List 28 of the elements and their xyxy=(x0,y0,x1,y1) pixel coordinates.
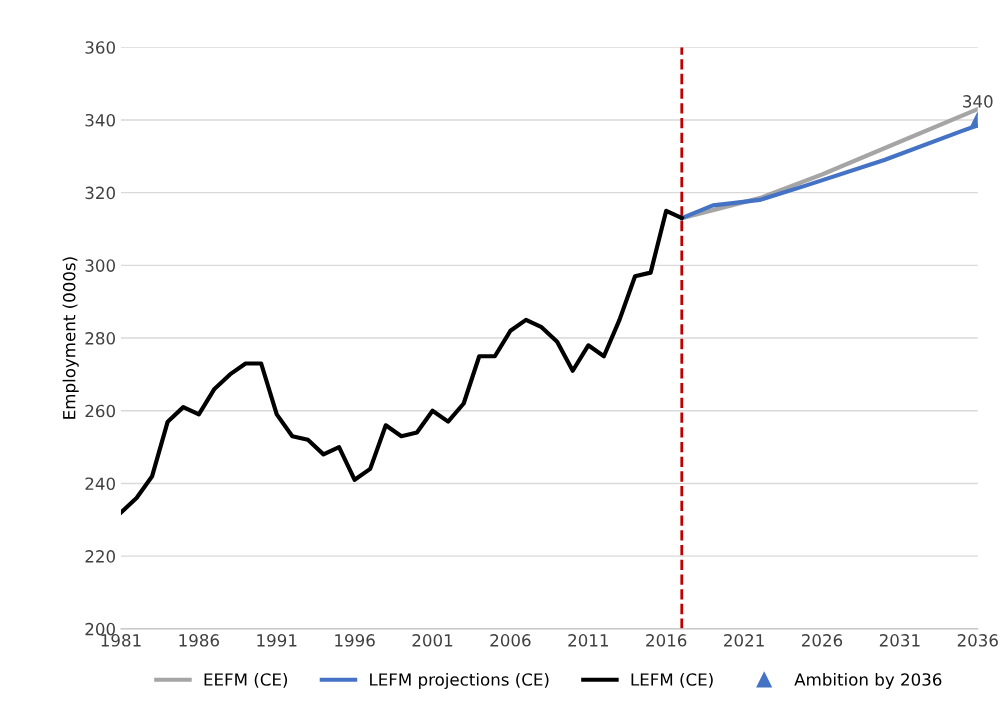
legend-label: LEFM (CE) xyxy=(631,672,713,688)
x-tick-label: 1981 xyxy=(101,634,141,647)
y-tick-label: 280 xyxy=(85,332,115,345)
y-tick-label: 200 xyxy=(85,622,115,636)
x-tick-label: 1991 xyxy=(257,634,297,647)
y-tick-label: 340 xyxy=(85,113,115,127)
y-tick-label: 260 xyxy=(85,404,115,418)
legend-label: LEFM projections (CE) xyxy=(370,672,549,690)
legend-label: Ambition by 2036 xyxy=(794,672,942,690)
y-axis-title: Employment (000s) xyxy=(62,257,79,419)
x-tick-label: 2016 xyxy=(646,634,687,647)
y-tick-label: 320 xyxy=(85,186,115,200)
x-tick-label: 2021 xyxy=(724,634,764,647)
y-tick-label: 360 xyxy=(85,41,115,54)
line-series xyxy=(120,208,684,515)
x-tick-label: 1996 xyxy=(335,634,375,647)
x-tick-label: 2006 xyxy=(490,634,531,647)
legend-label: EEFM (CE) xyxy=(204,672,288,688)
y-tick-label: 220 xyxy=(85,550,115,563)
x-tick-label: 1986 xyxy=(179,634,220,647)
x-tick-label: 2031 xyxy=(879,634,920,647)
data-label: 340 xyxy=(963,95,993,108)
x-tick-label: 2001 xyxy=(412,634,453,647)
x-tick-label: 2011 xyxy=(568,634,608,647)
x-tick-label: 2026 xyxy=(801,634,843,647)
y-tick-label: 240 xyxy=(85,477,115,491)
y-tick-label: 300 xyxy=(85,259,115,272)
x-tick-label: 2036 xyxy=(957,634,998,647)
